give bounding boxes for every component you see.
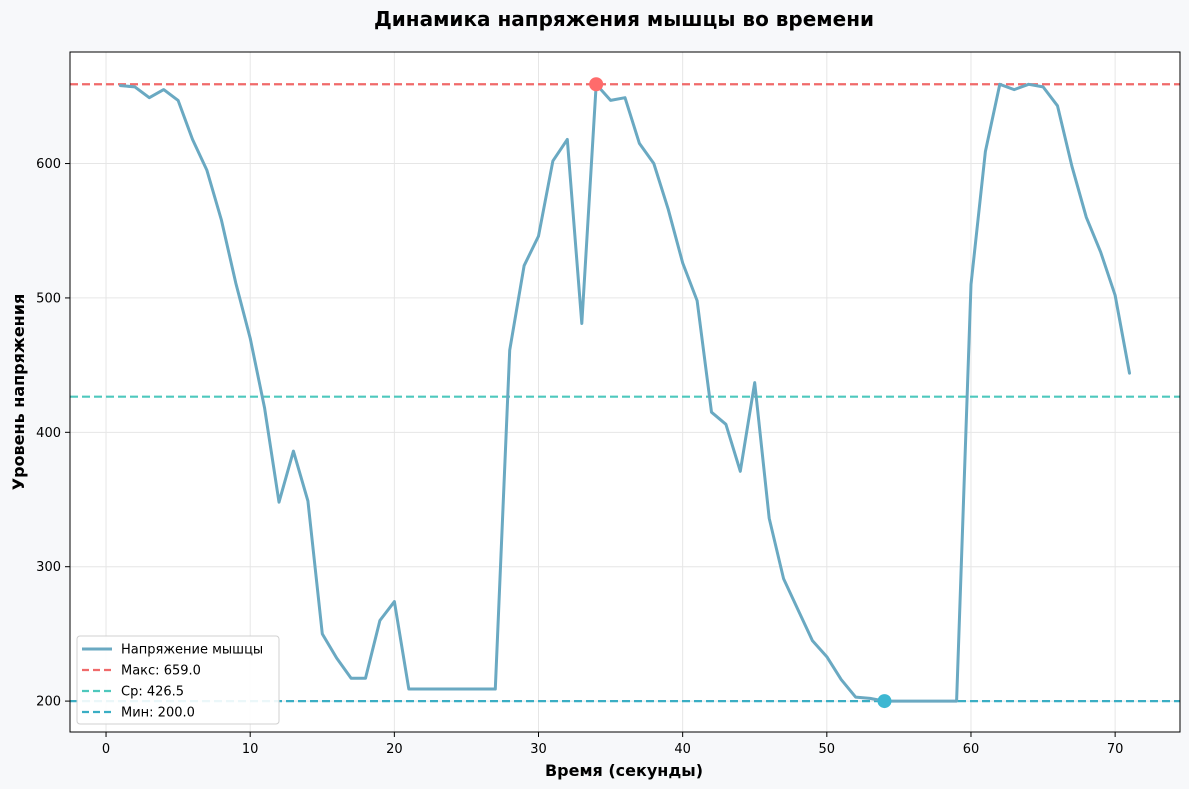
series-layer [119, 82, 1131, 703]
x-tick-label: 50 [819, 742, 836, 757]
series-line [119, 82, 1131, 703]
y-tick-label: 200 [36, 695, 61, 710]
x-tick-label: 70 [1107, 742, 1124, 757]
legend-label: Макс: 659.0 [121, 664, 201, 679]
marker-layer [589, 77, 892, 709]
chart-title: Динамика напряжения мышцы во времени [374, 7, 874, 31]
y-tick-label: 600 [36, 157, 61, 172]
plot-area [70, 52, 1180, 732]
plot-frame [69, 51, 1181, 733]
extreme-point-marker [589, 77, 604, 92]
x-tick-label: 30 [530, 742, 547, 757]
x-tick-label: 20 [386, 742, 403, 757]
tick-layer: 0 10 20 30 40 50 60 70 200 300 400 500 600 [36, 157, 1123, 757]
x-tick-label: 40 [674, 742, 691, 757]
x-axis-label: Время (секунды) [545, 761, 703, 780]
legend: Напряжение мышцы Макс: 659.0 Ср: 426.5 Мин:… [76, 635, 280, 725]
y-axis-label: Уровень напряжения [9, 294, 28, 490]
x-tick-label: 10 [242, 742, 259, 757]
y-tick-label: 400 [36, 426, 61, 441]
y-tick-label: 300 [36, 560, 61, 575]
legend-box [76, 635, 280, 725]
y-tick-label: 500 [36, 291, 61, 306]
legend-label: Ср: 426.5 [121, 685, 184, 700]
extreme-point-marker [877, 694, 892, 709]
legend-label: Мин: 200.0 [121, 706, 195, 721]
x-tick-label: 0 [102, 742, 110, 757]
legend-label: Напряжение мышцы [121, 643, 263, 658]
x-tick-label: 60 [963, 742, 980, 757]
